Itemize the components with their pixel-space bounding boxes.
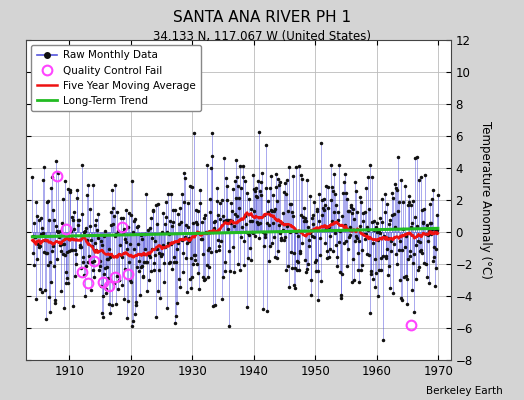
Text: SANTA ANA RIVER PH 1: SANTA ANA RIVER PH 1	[173, 10, 351, 25]
Text: Berkeley Earth: Berkeley Earth	[427, 386, 503, 396]
Legend: Raw Monthly Data, Quality Control Fail, Five Year Moving Average, Long-Term Tren: Raw Monthly Data, Quality Control Fail, …	[31, 45, 201, 111]
Y-axis label: Temperature Anomaly (°C): Temperature Anomaly (°C)	[479, 121, 493, 279]
Text: 34.133 N, 117.067 W (United States): 34.133 N, 117.067 W (United States)	[153, 30, 371, 43]
